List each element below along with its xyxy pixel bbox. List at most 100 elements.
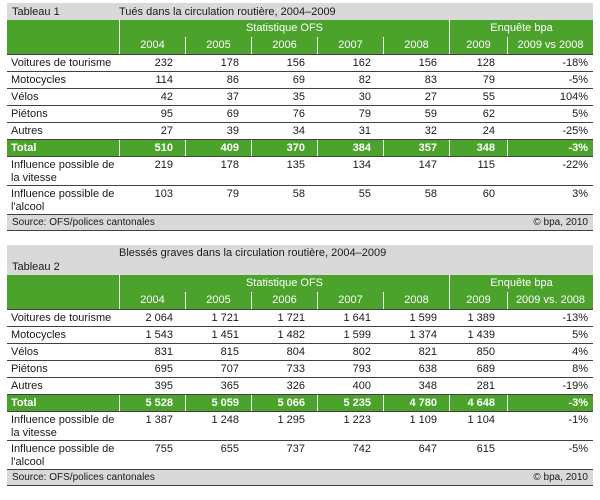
value-cell: 5 235 <box>317 395 383 411</box>
percent-cell: -18% <box>562 57 588 69</box>
data-row: Influence possible de la vitesse 219 178 13… <box>7 157 593 186</box>
value-cell: 1 109 <box>409 414 437 426</box>
year-header: 2009 <box>449 292 507 309</box>
source-text: Source: OFS/polices cantonales <box>12 217 155 228</box>
value-cell: 82 <box>358 74 371 86</box>
data-row: Influence possible de l'alcool 103 79 58 55 5… <box>7 186 593 215</box>
value-cell: 1 389 <box>467 312 495 324</box>
row-label: Total <box>11 142 37 154</box>
value-cell: 219 <box>154 159 173 171</box>
data-row: Voitures de tourisme 232 178 156 162 156 128 -1… <box>7 55 593 72</box>
data-row: Motocycles 114 86 69 82 83 79 -5% <box>7 72 593 89</box>
value-cell: 60 <box>482 188 495 200</box>
value-cell: 4 780 <box>383 395 449 411</box>
group-header-bpa: Enquête bpa <box>449 20 593 37</box>
value-cell: 357 <box>383 140 449 156</box>
table-tues: Tableau 1 Tués dans la circulation routi… <box>7 3 593 231</box>
table-1-source-bar: Source: OFS/polices cantonales © bpa, 20… <box>7 215 593 231</box>
value-cell: 815 <box>220 346 239 358</box>
value-cell: 30 <box>358 91 371 103</box>
data-row: Piétons 695 707 733 793 638 689 8% <box>7 361 593 378</box>
year-header: 2008 <box>383 292 449 309</box>
value-cell: 733 <box>286 363 305 375</box>
value-cell: 384 <box>317 140 383 156</box>
year-header: 2008 <box>383 37 449 54</box>
group-header-row: Statistique OFS Enquête bpa <box>7 20 593 37</box>
data-row: Autres 27 39 34 31 32 24 -25% <box>7 123 593 140</box>
value-cell: 24 <box>482 125 495 137</box>
year-header-empty <box>7 37 119 54</box>
value-cell: 69 <box>226 108 239 120</box>
value-cell: 1 482 <box>277 329 305 341</box>
data-row: Piétons 95 69 76 79 59 62 5% <box>7 106 593 123</box>
table-blesses: Blessés graves dans la circulation routi… <box>7 245 593 486</box>
value-cell: 62 <box>482 108 495 120</box>
row-label: Influence possible de l'alcool <box>11 188 115 213</box>
year-header-empty <box>7 292 119 309</box>
value-cell: 647 <box>418 443 437 455</box>
percent-cell: -3% <box>507 140 593 156</box>
table-2-source-bar: Source: OFS/polices cantonales © bpa, 20… <box>7 470 593 486</box>
row-label: Vélos <box>11 346 39 358</box>
value-cell: 1 543 <box>145 329 173 341</box>
data-row: Autres 395 365 326 400 348 281 -19% <box>7 378 593 395</box>
value-cell: 5 066 <box>251 395 317 411</box>
percent-cell: 5% <box>572 108 588 120</box>
row-label: Influence possible de la vitesse <box>11 414 115 439</box>
row-label: Vélos <box>11 91 39 103</box>
year-header: 2006 <box>251 37 317 54</box>
percent-cell: -13% <box>562 312 588 324</box>
value-cell: 802 <box>352 346 371 358</box>
row-label: Voitures de tourisme <box>11 312 112 324</box>
value-cell: 707 <box>220 363 239 375</box>
year-header: 2006 <box>251 292 317 309</box>
value-cell: 1 599 <box>343 329 371 341</box>
data-row: Influence possible de l'alcool 755 655 737 7… <box>7 441 593 470</box>
percent-cell: -19% <box>562 380 588 392</box>
value-cell: 326 <box>286 380 305 392</box>
data-row: Influence possible de la vitesse 1 387 1 2… <box>7 412 593 441</box>
total-row: Total 510 409 370 384 357 348 -3% <box>7 140 593 157</box>
copyright-text: © bpa, 2010 <box>533 472 588 483</box>
group-header-ofs: Statistique OFS <box>119 275 449 292</box>
percent-cell: -5% <box>568 74 588 86</box>
value-cell: 1 387 <box>145 414 173 426</box>
value-cell: 395 <box>154 380 173 392</box>
year-header: 2007 <box>317 37 383 54</box>
data-row: Voitures de tourisme 2 064 1 721 1 721 1 641… <box>7 310 593 327</box>
value-cell: 1 223 <box>343 414 371 426</box>
value-cell: 1 439 <box>467 329 495 341</box>
percent-cell: 5% <box>572 329 588 341</box>
value-cell: 1 104 <box>467 414 495 426</box>
value-cell: 737 <box>286 443 305 455</box>
data-row: Motocycles 1 543 1 451 1 482 1 599 1 374 1 439… <box>7 327 593 344</box>
value-cell: 156 <box>286 57 305 69</box>
percent-cell: -3% <box>507 395 593 411</box>
row-label: Voitures de tourisme <box>11 57 112 69</box>
row-label: Influence possible de la vitesse <box>11 159 115 184</box>
year-header: 2004 <box>119 292 185 309</box>
value-cell: 79 <box>226 188 239 200</box>
total-row: Total 5 528 5 059 5 066 5 235 4 780 4 648 -3% <box>7 395 593 412</box>
value-cell: 510 <box>119 140 185 156</box>
value-cell: 1 295 <box>277 414 305 426</box>
table-1-column-headers: Statistique OFS Enquête bpa 2004 2005 20… <box>7 20 593 55</box>
value-cell: 1 248 <box>211 414 239 426</box>
value-cell: 34 <box>292 125 305 137</box>
value-cell: 850 <box>476 346 495 358</box>
year-header: 2005 <box>185 37 251 54</box>
value-cell: 1 451 <box>211 329 239 341</box>
value-cell: 35 <box>292 91 305 103</box>
percent-cell: 4% <box>572 346 588 358</box>
source-text: Source: OFS/polices cantonales <box>12 472 155 483</box>
percent-cell: 104% <box>559 91 588 103</box>
value-cell: 689 <box>476 363 495 375</box>
value-cell: 135 <box>286 159 305 171</box>
value-cell: 638 <box>418 363 437 375</box>
percent-cell: -5% <box>568 443 588 455</box>
value-cell: 1 721 <box>211 312 239 324</box>
row-label: Motocycles <box>11 74 67 86</box>
row-label: Motocycles <box>11 329 67 341</box>
value-cell: 32 <box>424 125 437 137</box>
